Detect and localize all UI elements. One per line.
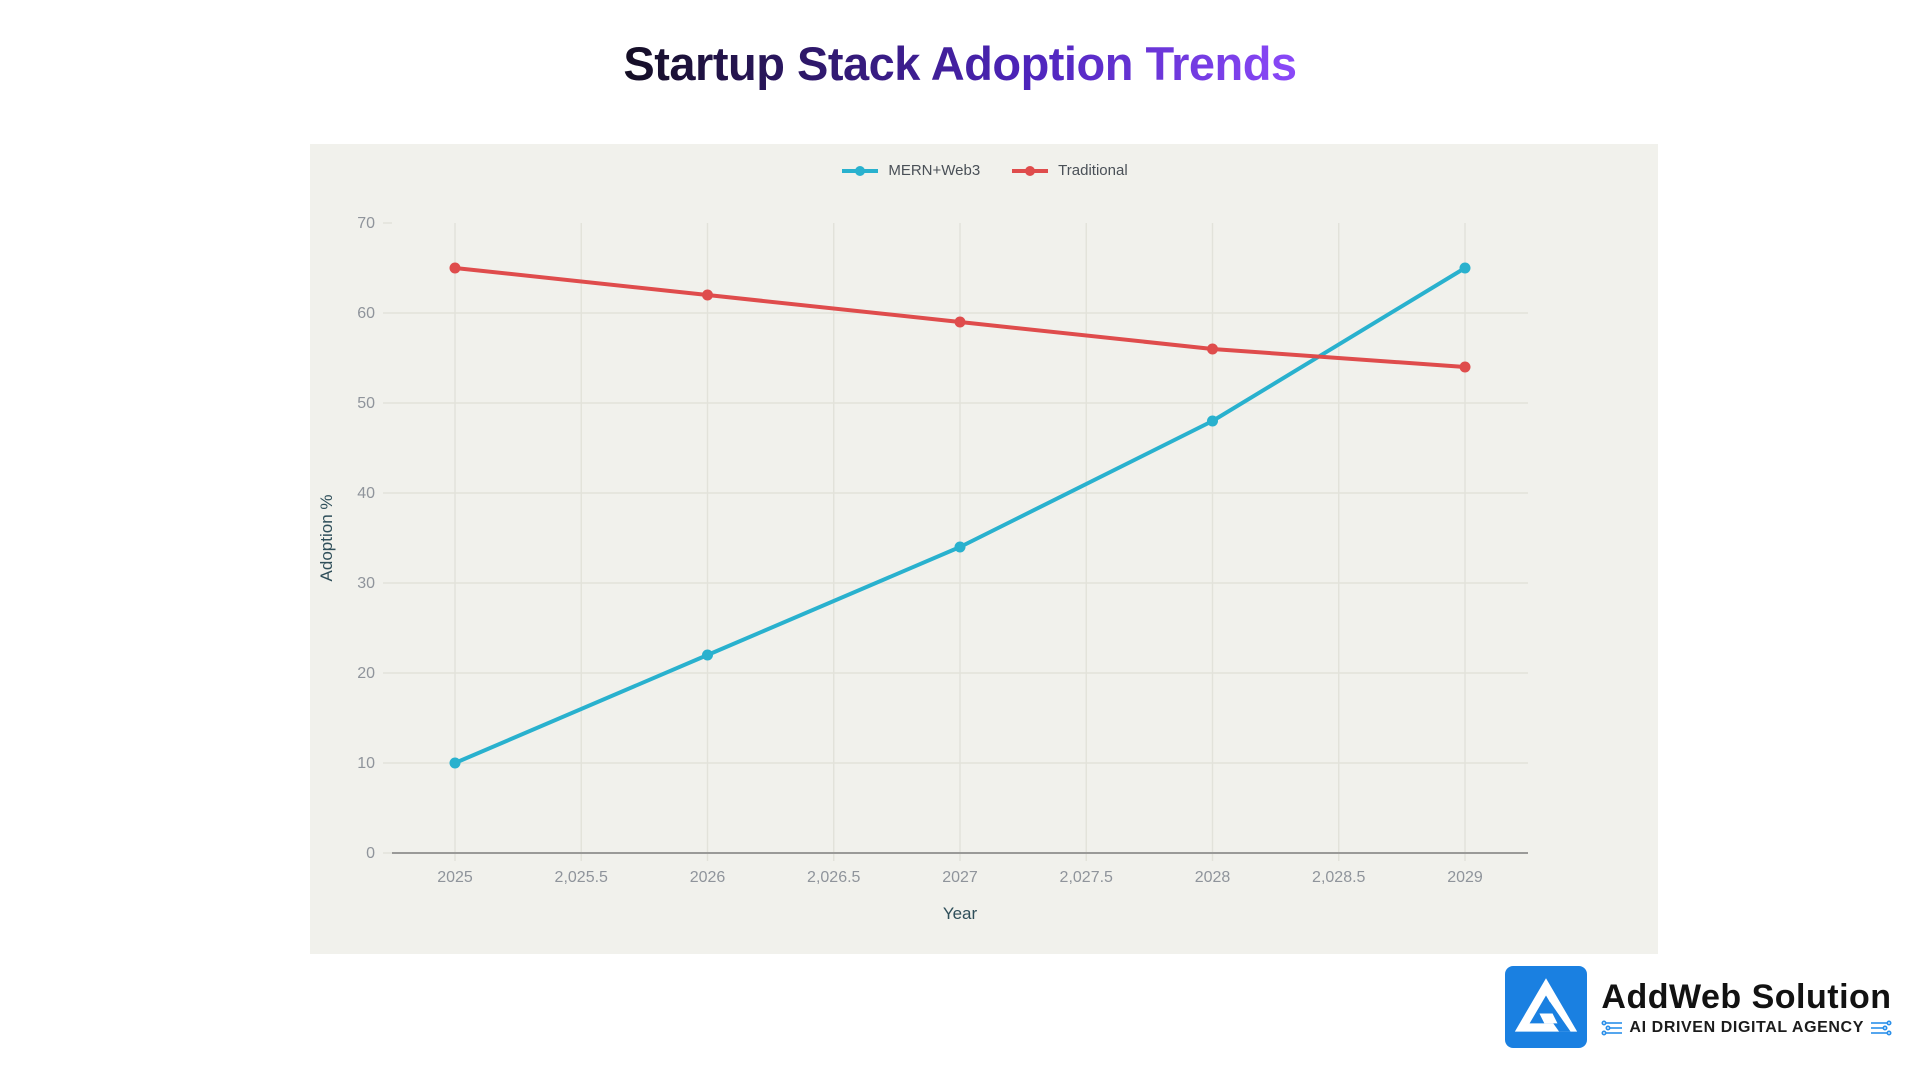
y-tick-label: 30 [357, 575, 375, 592]
x-tick-label: 2,025.5 [555, 869, 608, 886]
data-point-MERN+Web3[interactable] [1207, 415, 1218, 427]
circuit-icon-right [1871, 1019, 1892, 1036]
y-tick-label: 40 [357, 485, 375, 502]
x-axis-title: Year [943, 904, 978, 923]
x-tick-label: 2,027.5 [1060, 869, 1113, 886]
chart-panel: MERN+Web3 Traditional 0 10 20 30 40 50 60 70 202… [310, 144, 1658, 954]
legend-label-mern-web3: MERN+Web3 [888, 162, 981, 179]
page-title-text: Startup Stack Adoption Trends [623, 37, 1297, 90]
x-tick-label: 2028 [1195, 869, 1231, 886]
legend-item-traditional[interactable]: Traditional [1010, 162, 1128, 179]
data-point-MERN+Web3[interactable] [954, 541, 966, 553]
legend-item-mern-web3[interactable]: MERN+Web3 [840, 162, 980, 179]
chart-legend: MERN+Web3 Traditional [310, 162, 1658, 179]
addweb-logo: AddWeb Solution AI DRIVEN DIGITAL AGENCY [1505, 966, 1892, 1048]
y-tick-label: 0 [366, 845, 375, 862]
legend-line-marker-icon [1012, 165, 1049, 176]
y-tick-label: 10 [357, 755, 375, 772]
x-tick-label: 2029 [1447, 869, 1483, 886]
y-tick-label: 60 [357, 305, 375, 322]
logo-text-block: AddWeb Solution AI DRIVEN DIGITAL AGENCY [1601, 978, 1892, 1037]
circuit-icon-left [1601, 1019, 1623, 1036]
x-tick-label: 2,028.5 [1312, 869, 1365, 886]
data-point-Traditional[interactable] [954, 316, 966, 328]
y-tick-label: 50 [357, 395, 375, 412]
y-axis-title: Adoption % [317, 495, 336, 582]
data-point-Traditional[interactable] [449, 262, 461, 274]
data-point-MERN+Web3[interactable] [1459, 262, 1471, 274]
y-tick-label: 70 [357, 215, 375, 232]
x-tick-label: 2,026.5 [807, 869, 860, 886]
page-title: Startup Stack Adoption Trends [0, 36, 1920, 91]
data-point-Traditional[interactable] [1207, 343, 1218, 355]
x-tick-label: 2026 [690, 869, 726, 886]
data-point-MERN+Web3[interactable] [702, 649, 713, 661]
logo-tagline-row: AI DRIVEN DIGITAL AGENCY [1601, 1019, 1892, 1037]
x-tick-label: 2025 [437, 869, 473, 886]
data-point-Traditional[interactable] [1459, 361, 1471, 373]
logo-brand-text: AddWeb Solution [1601, 977, 1892, 1016]
line-chart-plot[interactable]: 0 10 20 30 40 50 60 70 2025 2,025.5 2026 2,026.5 202… [310, 144, 1658, 954]
legend-label-traditional: Traditional [1058, 162, 1128, 179]
addweb-logo-icon [1505, 966, 1588, 1048]
data-point-MERN+Web3[interactable] [449, 757, 461, 769]
x-tick-label: 2027 [942, 869, 978, 886]
y-tick-label: 20 [357, 665, 375, 682]
legend-line-marker-icon [842, 165, 879, 176]
data-point-Traditional[interactable] [702, 289, 713, 301]
logo-tagline-text: AI DRIVEN DIGITAL AGENCY [1629, 1018, 1864, 1036]
